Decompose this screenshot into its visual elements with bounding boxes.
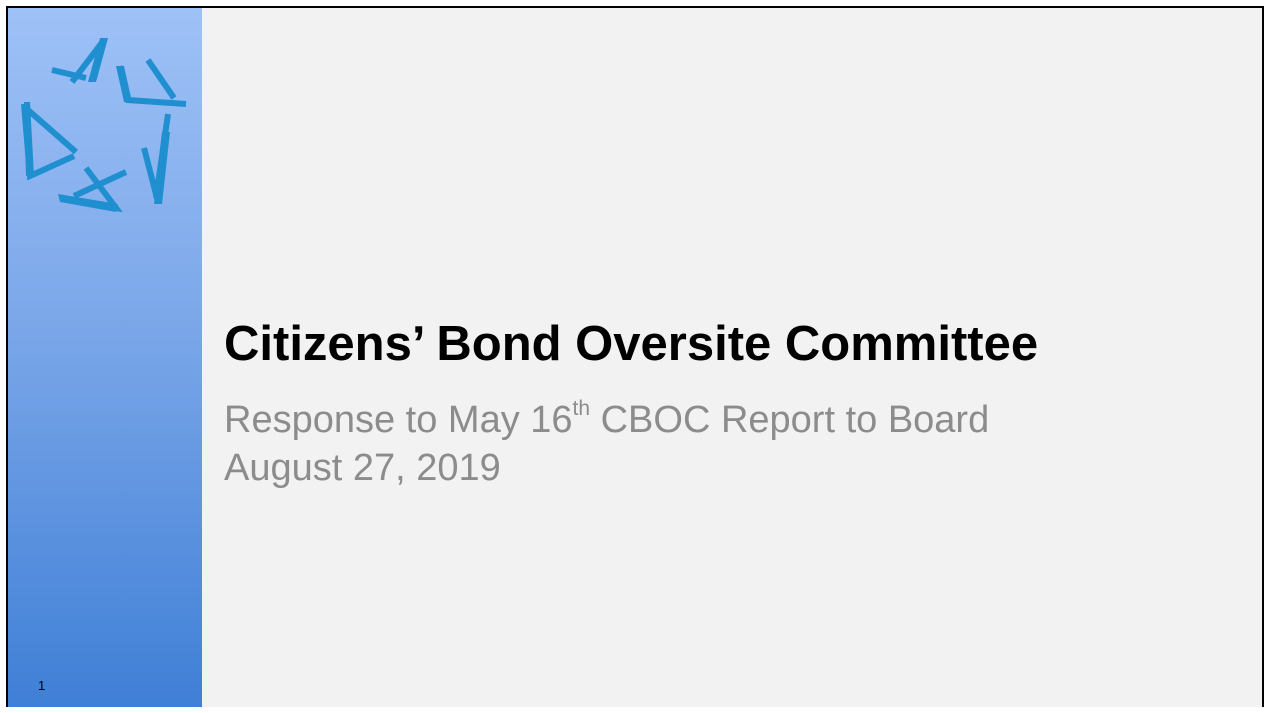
side-band: 1 xyxy=(8,8,202,707)
subtitle-line-1-start: Response to May 16 xyxy=(224,399,573,441)
subtitle-date: August 27, 2019 xyxy=(224,447,501,489)
subtitle-line-1: Response to May 16th CBOC Report to Boar… xyxy=(224,396,989,444)
slide-subtitle: Response to May 16th CBOC Report to Boar… xyxy=(224,396,989,492)
subtitle-ordinal-suffix: th xyxy=(572,397,591,420)
subtitle-line-1-end: CBOC Report to Board xyxy=(590,399,990,441)
slide-number: 1 xyxy=(38,678,46,693)
slide: 1 Citizens’ Bond Oversite Committee Resp… xyxy=(6,6,1264,707)
slide-title: Citizens’ Bond Oversite Committee xyxy=(224,317,1039,371)
star-logo-icon xyxy=(21,38,187,212)
